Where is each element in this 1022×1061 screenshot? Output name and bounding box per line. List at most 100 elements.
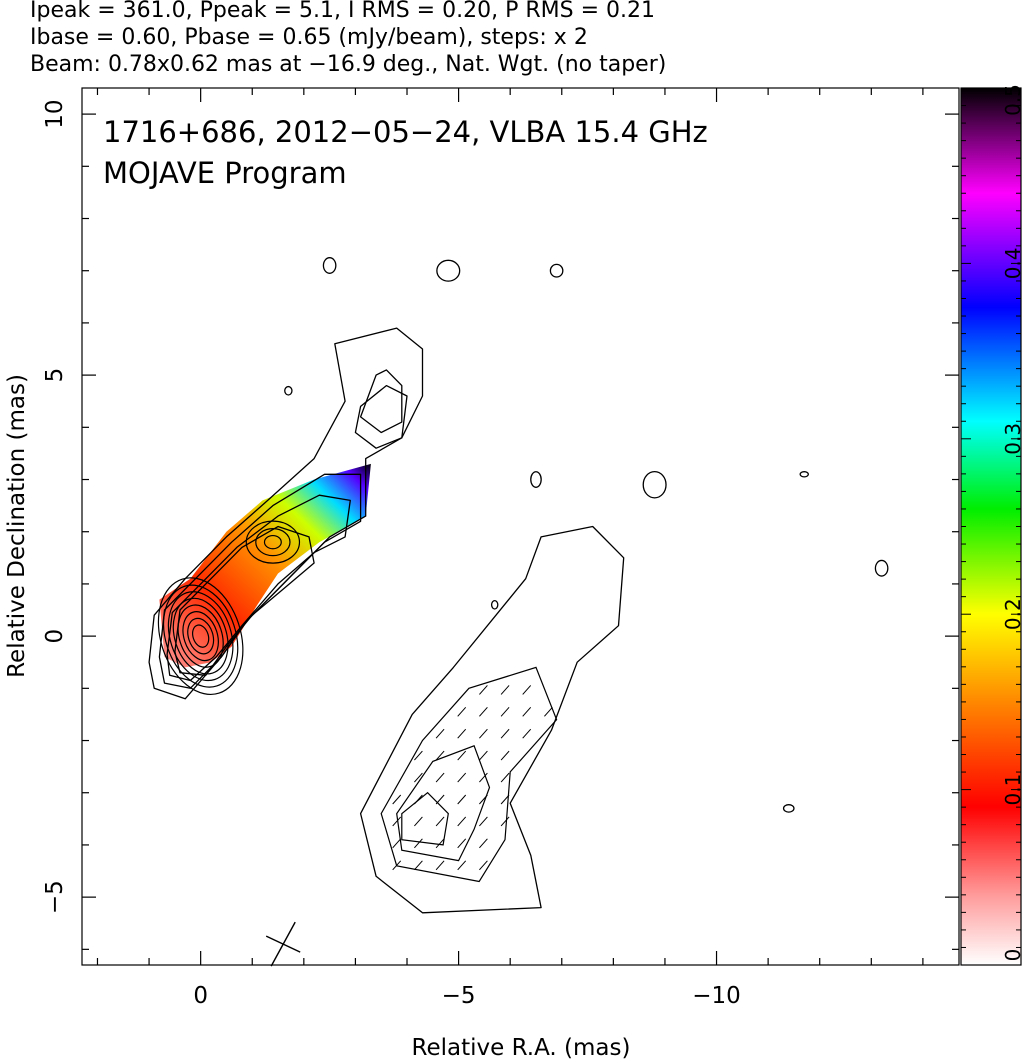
hatched-contour [401,791,449,846]
x-tick-label: −10 [692,983,741,1009]
hatched-contour [396,745,491,862]
colorbar-tick-label: 0.2 [1001,598,1022,630]
hatch-mark [457,772,467,783]
hatch-mark [500,750,510,761]
hatch-mark [435,772,445,783]
hatch-mark [500,772,510,783]
polarization-color-patch [159,463,371,668]
hatched-contour [380,666,558,883]
hatch-mark [522,706,532,717]
hatch-mark [457,838,467,849]
hatch-mark [457,794,467,805]
noise-contour [322,257,337,274]
knot-contour [263,534,282,550]
hatch-mark [435,794,445,805]
hatch-mark [392,794,402,805]
axis-ticks: 0 −5 −10 −5 0 5 10 [42,88,959,1009]
y-tick-label: 0 [42,629,68,644]
hatch-mark [522,728,532,739]
knot-contour [255,528,291,557]
hatch-mark [457,706,467,717]
hatch-mark [414,860,423,871]
hatch-mark [414,772,423,783]
hatch-mark [500,816,510,827]
hatch-mark [414,816,423,827]
colorbar [960,87,1022,966]
noise-contour [549,263,564,278]
hatch-mark [522,685,532,695]
noise-contour [874,559,889,577]
hatch-mark [435,816,445,827]
hatch-mark [457,728,467,739]
hatch-mark [392,860,402,871]
noise-contour [799,471,809,478]
hatch-mark [435,750,445,761]
hatch-mark [435,728,445,739]
header-line-3: Beam: 0.78x0.62 mas at −16.9 deg., Nat. … [30,52,667,77]
colorbar-tick-label: 0.1 [1001,774,1022,806]
hatch-mark [414,750,423,761]
core-contour [163,584,239,688]
noise-contour [284,385,293,396]
noise-contour [490,599,499,610]
polarized-intensity-colormap [159,463,371,668]
hatch-mark [479,750,488,761]
noise-contour [642,470,667,499]
hatch-mark [479,685,488,695]
inset-title: 1716+686, 2012−05−24, VLBA 15.4 GHz [103,115,708,149]
hatch-mark [500,706,510,717]
hatch-mark [457,816,467,827]
hatch-mark [479,794,488,805]
hatch-mark [414,838,423,849]
core-contour [157,577,244,696]
hatch-mark [457,860,467,871]
hatch-mark [479,706,488,717]
hatch-mark [457,750,467,761]
header-line-2: Ibase = 0.60, Pbase = 0.65 (mJy/beam), s… [30,25,588,50]
intensity-contour [158,473,362,689]
colorbar-tick-label: 0.4 [1001,247,1022,279]
negative-region-hatching [380,666,558,883]
hatch-mark [435,860,445,871]
y-axis-label: Relative Declination (mas) [4,374,30,678]
beam-marker [265,921,301,967]
intensity-contour [359,369,403,434]
core-contour [182,611,219,662]
hatch-mark [479,728,488,739]
hatch-mark [392,816,402,827]
inset-subtitle: MOJAVE Program [103,156,347,190]
noise-contour [530,471,542,488]
knot-contour [245,520,301,564]
y-tick-label: 10 [42,99,68,128]
colorbar-tick-label: 0.3 [1001,423,1022,455]
beam-minor-axis [265,935,301,953]
noise-contour [436,259,461,282]
intensity-contour [354,384,408,449]
hatch-mark [479,860,488,871]
intensity-contour [359,525,625,914]
hatch-mark [500,794,510,805]
total-intensity-contours [148,257,889,914]
colorbar-tick-label: 0.5 [1001,84,1022,116]
core-contour [187,617,215,655]
hatch-mark [500,685,510,695]
x-tick-label: −5 [442,983,476,1009]
x-axis-label: Relative R.A. (mas) [412,1035,631,1061]
y-tick-label: −5 [42,880,68,914]
y-tick-label: 5 [42,368,68,383]
noise-contour [782,804,795,813]
x-tick-label: 0 [193,983,208,1009]
header-line-1: Ipeak = 361.0, Ppeak = 5.1, I RMS = 0.20… [30,0,655,23]
hatch-mark [500,728,510,739]
core-contour [192,624,210,648]
hatch-mark [435,838,445,849]
intensity-contour [174,525,315,676]
core-contour [167,591,234,682]
hatch-mark [479,816,488,827]
hatch-mark [544,706,553,717]
hatch-mark [479,838,488,849]
colorbar-ticks: 0 0.1 0.2 0.3 0.4 0.5 [961,84,1022,966]
plot-frame [81,87,960,966]
core-contour [177,604,224,668]
